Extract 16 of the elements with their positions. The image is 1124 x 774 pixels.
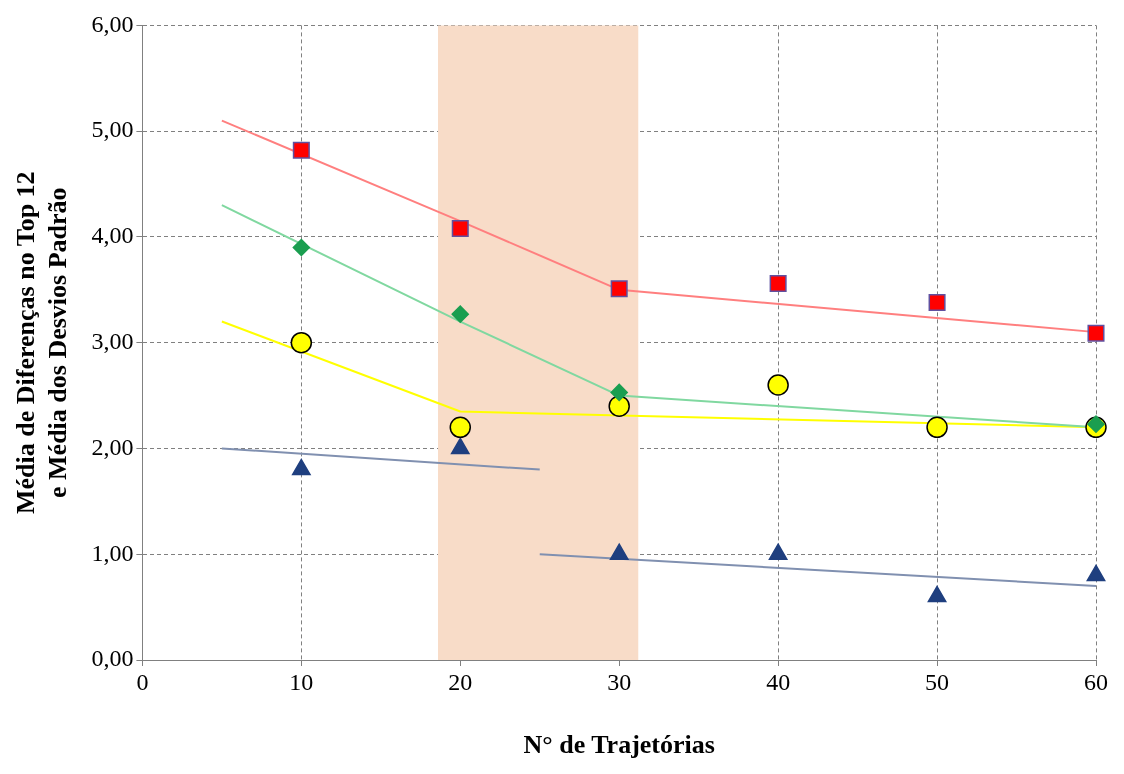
x-tick-label: 10 [289, 668, 314, 695]
x-tick-label: 0 [136, 668, 149, 695]
y-tick-label: 4,00 [91, 222, 134, 249]
y-tick-label: 0,00 [91, 645, 134, 672]
x-tick-label: 20 [448, 668, 473, 695]
y-tick-label: 3,00 [91, 328, 134, 354]
y-tick-label: 2,00 [91, 433, 134, 460]
x-tick-label: 60 [1084, 668, 1108, 695]
x-tick-label: 50 [925, 668, 950, 695]
y-axis-title: Média de Diferenças no Top 12 e Média dos Desvios Padrão [11, 171, 72, 514]
x-tick-label: 40 [766, 668, 791, 695]
x-axis-title: N° de Trajetórias [523, 730, 715, 760]
x-tick-label: 30 [607, 668, 632, 695]
y-tick-label: 5,00 [91, 116, 134, 143]
y-tick-label: 1,00 [91, 539, 134, 566]
y-tick-label: 6,00 [91, 10, 134, 37]
